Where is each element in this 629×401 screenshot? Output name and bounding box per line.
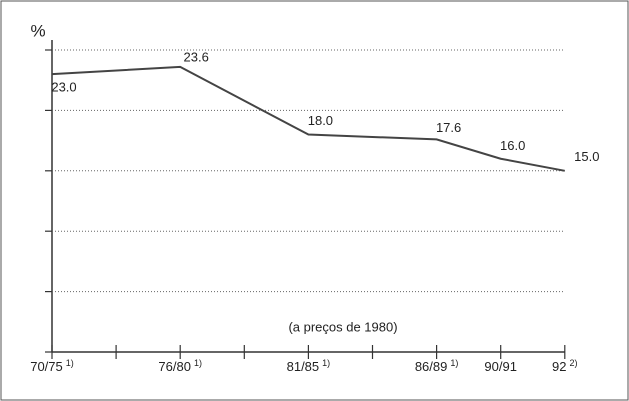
x-tick-text: 90/91 [484,359,517,374]
x-tick-text: 76/80 [158,359,191,374]
data-label: 15.0 [574,149,599,164]
x-tick-text: 86/89 [415,359,448,374]
y-axis-label: % [30,21,45,40]
data-label: 17.6 [436,120,461,135]
x-tick-label: 92 2) [552,358,577,374]
data-label: 16.0 [500,138,525,153]
x-tick-label: 70/75 1) [30,358,74,374]
data-label: 18.0 [308,113,333,128]
x-tick-note: 1) [450,358,458,368]
x-tick-text: 70/75 [30,359,63,374]
data-label: 23.0 [51,80,76,95]
x-tick-label: 76/80 1) [158,358,202,374]
x-tick-note: 1) [322,358,330,368]
annotation: (a preços de 1980) [288,319,397,334]
x-tick-label: 90/91 [484,359,517,374]
data-line [51,65,565,172]
x-tick-text: 81/85 [287,359,320,374]
x-tick-label: 86/89 1) [415,358,459,374]
data-label: 23.6 [184,49,209,64]
x-tick-note: 1) [194,358,202,368]
x-tick-note: 2) [570,358,578,368]
x-tick-label: 81/85 1) [287,358,331,374]
x-tick-note: 1) [66,358,74,368]
x-tick-text: 92 [552,359,566,374]
